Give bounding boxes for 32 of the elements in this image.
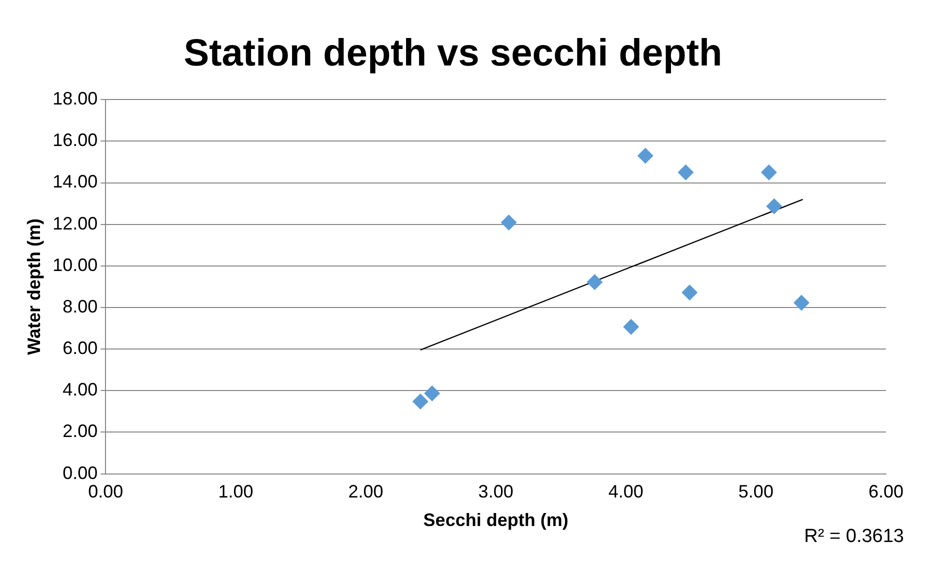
point: [500, 214, 517, 230]
x-tick-label: 2.00: [348, 482, 384, 502]
x-tick-label: 4.00: [608, 482, 644, 502]
point: [637, 148, 654, 164]
y-axis-title: Water depth (m): [24, 218, 44, 355]
point: [793, 294, 810, 311]
point: [766, 198, 782, 214]
point: [586, 274, 603, 290]
text: R² = 0.3613: [804, 526, 904, 548]
point: [424, 385, 440, 402]
x-tick-label: 5.00: [738, 482, 774, 502]
point: [678, 164, 694, 180]
x-axis-title: Secchi depth (m): [423, 510, 568, 530]
y-tick-label: 4.00: [62, 380, 98, 400]
x-tick-label: 3.00: [478, 482, 514, 502]
x-tick-label: 1.00: [218, 482, 254, 502]
chart-title: Station depth vs secchi depth: [184, 32, 722, 74]
y-tick-label: 18.00: [52, 88, 98, 109]
point: [623, 318, 640, 335]
point: [412, 393, 428, 410]
y-tick-label: 0.00: [62, 462, 98, 483]
point: [682, 284, 698, 301]
x-tick-label: 6.00: [868, 482, 904, 502]
y-tick-label: 6.00: [62, 338, 98, 358]
y-tick-label: 10.00: [52, 254, 98, 275]
y-tick-label: 14.00: [52, 172, 98, 192]
y-tick-label: 8.00: [62, 296, 98, 316]
y-tick-label: 12.00: [52, 213, 98, 234]
y-tick-label: 2.00: [62, 421, 98, 442]
point: [760, 164, 777, 180]
y-tick-label: 16.00: [52, 130, 98, 150]
x-tick-label: 0.00: [88, 482, 124, 502]
